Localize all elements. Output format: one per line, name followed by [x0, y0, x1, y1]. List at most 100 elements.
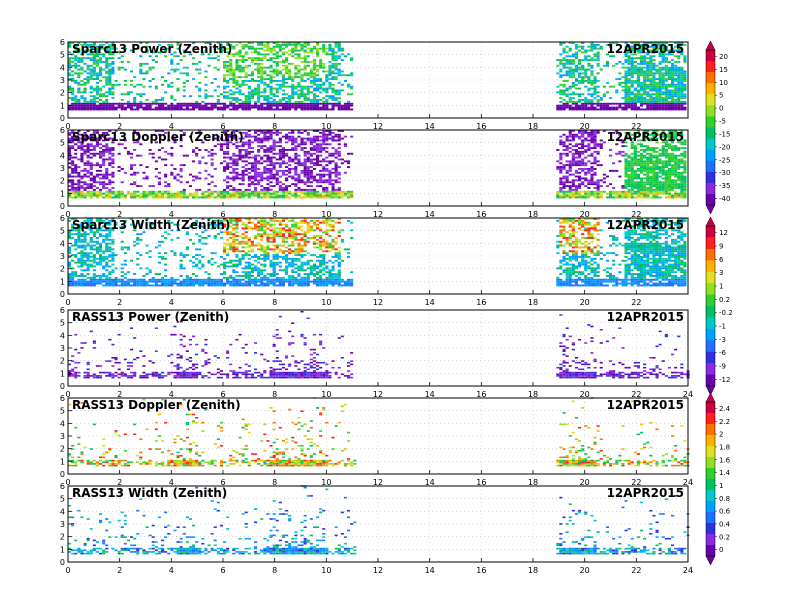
colorbar-label: 6	[719, 256, 724, 264]
x-tick-label: 14	[425, 566, 435, 575]
x-tick-label: 18	[528, 566, 538, 575]
colorbar-label: 9	[719, 243, 723, 251]
colorbar-label: 5	[719, 92, 723, 100]
colorbar-label: -15	[719, 130, 730, 138]
y-tick-label: 0	[60, 558, 65, 567]
y-tick-label: 3	[60, 432, 65, 441]
y-tick-label: 4	[60, 239, 65, 248]
panel-title: RASS13 Power (Zenith)	[72, 310, 229, 324]
colorbar-label: 2.2	[719, 418, 730, 426]
colorbar-label: 12	[719, 229, 728, 237]
y-tick-label: 1	[60, 101, 65, 110]
colorbar-label: -0.2	[719, 309, 733, 317]
y-tick-label: 1	[60, 545, 65, 554]
colorbar-label: 0	[719, 546, 723, 554]
y-tick-label: 6	[60, 394, 65, 403]
panel-title: Sparc13 Width (Zenith)	[72, 218, 230, 232]
x-tick-label: 6	[220, 298, 225, 307]
x-tick-label: 4	[169, 298, 174, 307]
colorbar-label: 1.8	[719, 443, 730, 451]
x-tick-label: 6	[220, 566, 225, 575]
y-tick-label: 3	[60, 76, 65, 85]
x-tick-label: 10	[321, 566, 331, 575]
y-tick-label: 2	[60, 177, 65, 186]
y-tick-label: 5	[60, 495, 65, 504]
x-tick-label: 20	[580, 298, 590, 307]
panel-title: Sparc13 Power (Zenith)	[72, 42, 232, 56]
y-tick-label: 5	[60, 319, 65, 328]
x-tick-label: 0	[65, 298, 70, 307]
x-tick-label: 2	[117, 298, 122, 307]
y-tick-label: 5	[60, 139, 65, 148]
y-tick-label: 1	[60, 277, 65, 286]
panel-title: Sparc13 Doppler (Zenith)	[72, 130, 244, 144]
colorbar-label: 1	[719, 482, 723, 490]
x-tick-label: 22	[631, 566, 641, 575]
colorbar-label: -30	[719, 169, 730, 177]
panel-date: 12APR2015	[607, 42, 684, 56]
colorbar-label: -6	[719, 349, 727, 357]
y-tick-label: 3	[60, 520, 65, 529]
colorbar-label: -25	[719, 156, 730, 164]
x-tick-label: 18	[528, 298, 538, 307]
panel-date: 12APR2015	[607, 310, 684, 324]
x-tick-label: 8	[272, 298, 277, 307]
colorbar-label: -3	[719, 336, 726, 344]
x-tick-label: 20	[580, 566, 590, 575]
y-tick-label: 1	[60, 369, 65, 378]
x-tick-label: 16	[476, 566, 486, 575]
panel-date: 12APR2015	[607, 130, 684, 144]
y-tick-label: 4	[60, 63, 65, 72]
colorbar-label: -12	[719, 376, 730, 384]
panel-date: 12APR2015	[607, 486, 684, 500]
y-tick-label: 5	[60, 407, 65, 416]
colorbar-label: 0.6	[719, 508, 731, 516]
colorbar-label: 10	[719, 79, 728, 87]
colorbar-label: 0.8	[719, 495, 730, 503]
colorbar-label: 15	[719, 66, 728, 74]
x-tick-label: 0	[65, 566, 70, 575]
y-tick-label: 4	[60, 419, 65, 428]
y-tick-label: 0	[60, 470, 65, 479]
colorbar-label: -35	[719, 182, 730, 190]
colorbars-group: 20151050-5-15-20-25-30-35-401296310.2-0.…	[706, 41, 733, 565]
x-tick-label: 24	[683, 566, 693, 575]
colorbar-label: -1	[719, 323, 726, 331]
x-tick-label: 14	[425, 298, 435, 307]
y-tick-label: 5	[60, 51, 65, 60]
y-tick-label: 0	[60, 202, 65, 211]
x-tick-label: 16	[476, 298, 486, 307]
panel-date: 12APR2015	[607, 398, 684, 412]
colorbar-label: -40	[719, 195, 730, 203]
y-tick-label: 2	[60, 445, 65, 454]
x-tick-label: 4	[169, 566, 174, 575]
x-tick-label: 12	[373, 298, 383, 307]
colorbar-3: 2.42.221.81.61.410.80.60.40.20	[706, 393, 731, 565]
y-tick-label: 6	[60, 482, 65, 491]
colorbar-label: 0.4	[719, 520, 731, 528]
colorbar-label: -5	[719, 118, 726, 126]
y-tick-label: 2	[60, 533, 65, 542]
y-tick-label: 4	[60, 507, 65, 516]
x-tick-label: 12	[373, 566, 383, 575]
colorbar-label: 2	[719, 431, 723, 439]
colorbar-label: 1.4	[719, 469, 731, 477]
colorbar-label: 0.2	[719, 296, 730, 304]
colorbar-label: -20	[719, 143, 730, 151]
y-tick-label: 4	[60, 151, 65, 160]
panel-date: 12APR2015	[607, 218, 684, 232]
panel-title: RASS13 Doppler (Zenith)	[72, 398, 241, 412]
x-tick-label: 10	[321, 298, 331, 307]
colorbar-label: 0.2	[719, 533, 730, 541]
colorbar-label: 2.4	[719, 405, 731, 413]
y-tick-label: 2	[60, 265, 65, 274]
